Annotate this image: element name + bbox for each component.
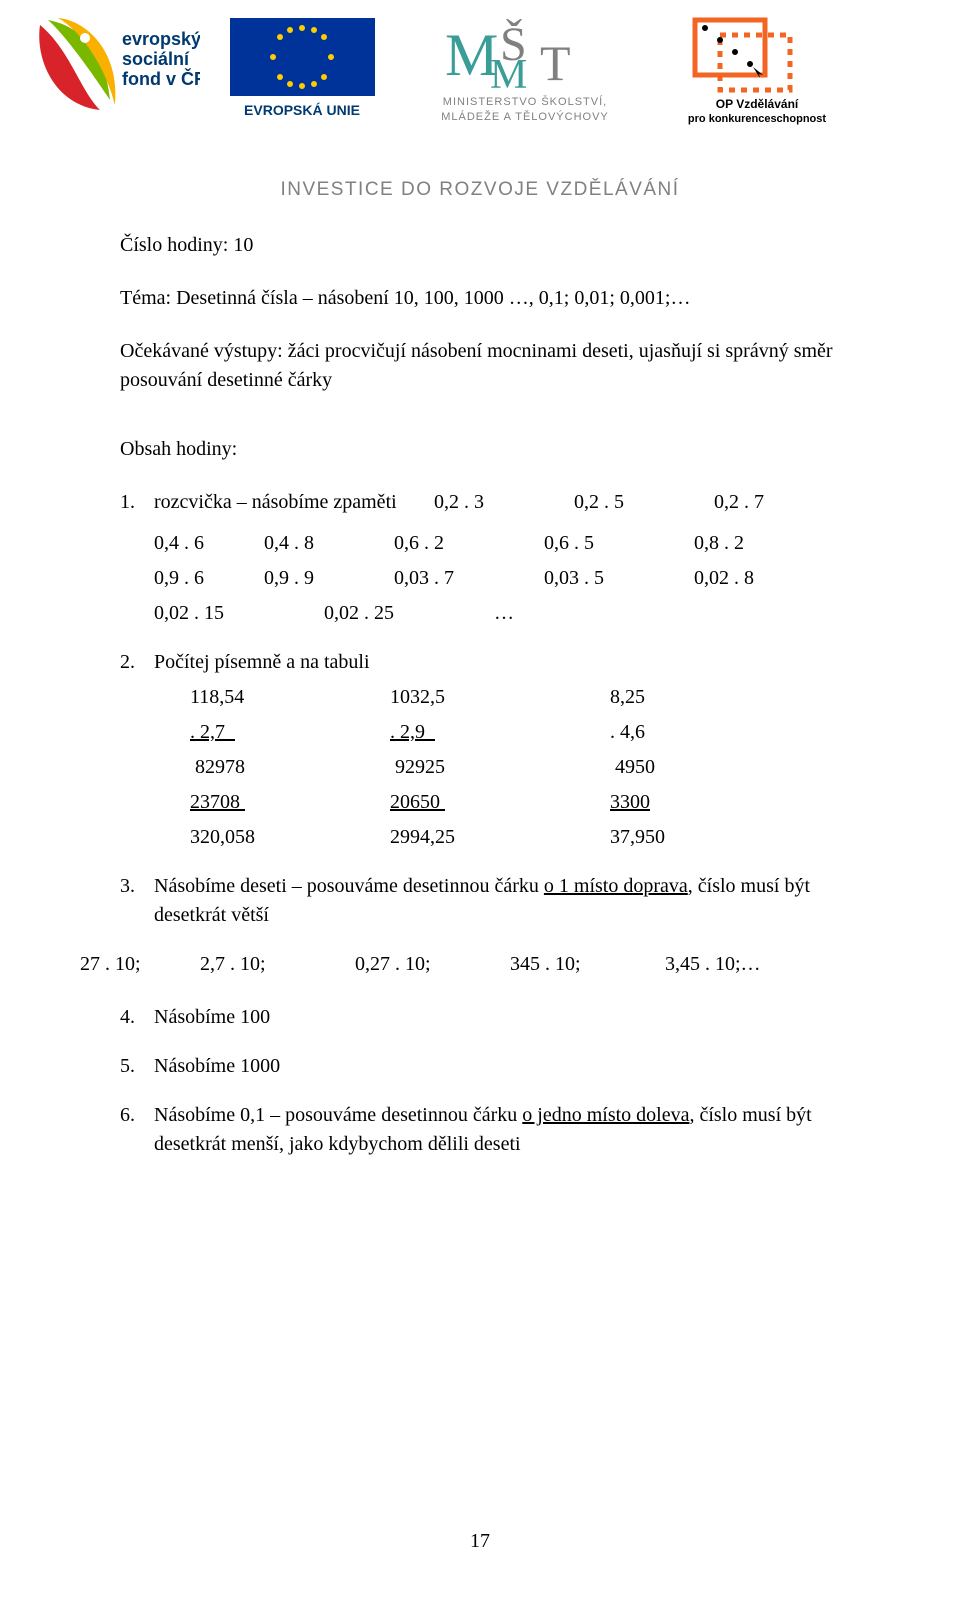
item1-last-0: 0,02 . 15 bbox=[154, 599, 324, 628]
item1-cell: 0,6 . 2 bbox=[394, 529, 544, 558]
l27-4: 3,45 . 10;… bbox=[665, 950, 795, 979]
item2-cell: 118,54 bbox=[190, 683, 390, 712]
esf-icon: evropský sociální fond v ČR bbox=[30, 10, 200, 125]
svg-text:T: T bbox=[540, 35, 571, 91]
svg-text:M: M bbox=[490, 52, 527, 98]
item1-r1-0: 0,2 . 3 bbox=[434, 488, 574, 517]
item4-text: Násobíme 100 bbox=[154, 1003, 840, 1032]
l27-1: 2,7 . 10; bbox=[200, 950, 355, 979]
item1-r1-1: 0,2 . 5 bbox=[574, 488, 714, 517]
page-content: Číslo hodiny: 10 Téma: Desetinná čísla –… bbox=[0, 231, 960, 1159]
item2-text: Počítej písemně a na tabuli bbox=[154, 648, 840, 677]
msmt-icon: M Š M T MINISTERSTVO ŠKOLSTVÍ, MLÁDEŽE A… bbox=[405, 10, 645, 125]
line-27: 27 . 10; 2,7 . 10; 0,27 . 10; 345 . 10; … bbox=[80, 950, 840, 979]
svg-text:sociální: sociální bbox=[122, 49, 190, 69]
item2-cell: . 4,6 bbox=[610, 718, 790, 747]
item1-row: 0,4 . 60,4 . 80,6 . 20,6 . 50,8 . 2 bbox=[154, 529, 840, 558]
item2-row: 320,0582994,2537,950 bbox=[190, 823, 840, 852]
item2-cell: 82978 bbox=[190, 753, 390, 782]
item1-row: 0,9 . 60,9 . 90,03 . 70,03 . 50,02 . 8 bbox=[154, 564, 840, 593]
item2-row: 118,541032,58,25 bbox=[190, 683, 840, 712]
cislo-hodiny: Číslo hodiny: 10 bbox=[120, 231, 840, 260]
item1-cell: 0,9 . 6 bbox=[154, 564, 264, 593]
item2-cell: 3300 bbox=[610, 788, 790, 817]
item5-number: 5. bbox=[120, 1052, 154, 1081]
item1-cell: 0,4 . 8 bbox=[264, 529, 394, 558]
item6-text-a: Násobíme 0,1 – posouváme desetinnou čárk… bbox=[154, 1104, 522, 1126]
item1-cell: 0,4 . 6 bbox=[154, 529, 264, 558]
item1-cell: 0,03 . 5 bbox=[544, 564, 694, 593]
item2-cell: 23708 bbox=[190, 788, 390, 817]
item1-text: rozcvička – násobíme zpaměti bbox=[154, 488, 434, 517]
item1-last-1: 0,02 . 25 bbox=[324, 599, 494, 628]
eu-flag-icon: EVROPSKÁ UNIE bbox=[220, 10, 385, 125]
investice-heading: INVESTICE DO ROZVOJE VZDĚLÁVÁNÍ bbox=[0, 179, 960, 201]
item2-cell: 20650 bbox=[390, 788, 610, 817]
tema: Téma: Desetinná čísla – násobení 10, 100… bbox=[120, 284, 840, 313]
item1-number: 1. bbox=[120, 488, 154, 523]
item2-cell: 8,25 bbox=[610, 683, 790, 712]
item1-cell: 0,8 . 2 bbox=[694, 529, 814, 558]
logo-eu: EVROPSKÁ UNIE bbox=[220, 10, 385, 125]
item1-cell: 0,9 . 9 bbox=[264, 564, 394, 593]
item2-row: 23708 20650 3300 bbox=[190, 788, 840, 817]
item3-text-u: o 1 místo doprava bbox=[544, 875, 688, 897]
item1-last-2: … bbox=[494, 599, 654, 628]
logo-esf: evropský sociální fond v ČR bbox=[30, 10, 200, 125]
item2-cell: 320,058 bbox=[190, 823, 390, 852]
item4-number: 4. bbox=[120, 1003, 154, 1032]
list-item-2: 2. Počítej písemně a na tabuli 118,54103… bbox=[120, 648, 840, 852]
item1-cell: 0,6 . 5 bbox=[544, 529, 694, 558]
svg-text:MINISTERSTVO ŠKOLSTVÍ,: MINISTERSTVO ŠKOLSTVÍ, bbox=[443, 95, 607, 108]
item2-cell: . 2,9 bbox=[390, 718, 610, 747]
item1-cell: 0,03 . 7 bbox=[394, 564, 544, 593]
list-item-6: 6. Násobíme 0,1 – posouváme desetinnou č… bbox=[120, 1101, 840, 1159]
obsah-hodiny: Obsah hodiny: bbox=[120, 435, 840, 464]
item2-cell: 92925 bbox=[390, 753, 610, 782]
item2-number: 2. bbox=[120, 648, 154, 677]
item2-cell: 4950 bbox=[610, 753, 790, 782]
header-banner: evropský sociální fond v ČR EVROPSKÁ UNI… bbox=[0, 0, 960, 175]
op-icon: OP Vzdělávání pro konkurenceschopnost bbox=[665, 10, 850, 125]
item2-cell: 37,950 bbox=[610, 823, 790, 852]
item1-cell: 0,02 . 8 bbox=[694, 564, 814, 593]
l27-3: 345 . 10; bbox=[510, 950, 665, 979]
page-number: 17 bbox=[0, 1530, 960, 1553]
svg-text:evropský: evropský bbox=[122, 29, 200, 49]
logo-op: OP Vzdělávání pro konkurenceschopnost bbox=[665, 10, 850, 125]
list-item-1: 1. rozcvička – násobíme zpaměti 0,2 . 3 … bbox=[120, 488, 840, 628]
list-item-5: 5. Násobíme 1000 bbox=[120, 1052, 840, 1081]
list-item-4: 4. Násobíme 100 bbox=[120, 1003, 840, 1032]
l27-2: 0,27 . 10; bbox=[355, 950, 510, 979]
item2-cell: 1032,5 bbox=[390, 683, 610, 712]
item2-cell: . 2,7 bbox=[190, 718, 390, 747]
list-item-3: 3. Násobíme deseti – posouváme desetinno… bbox=[120, 872, 840, 930]
item2-row: 82978 92925 4950 bbox=[190, 753, 840, 782]
item3-number: 3. bbox=[120, 872, 154, 930]
svg-text:EVROPSKÁ UNIE: EVROPSKÁ UNIE bbox=[244, 102, 360, 118]
ocekavane-vystupy: Očekávané výstupy: žáci procvičují násob… bbox=[120, 337, 840, 395]
svg-text:OP Vzdělávání: OP Vzdělávání bbox=[716, 97, 799, 111]
l27-0: 27 . 10; bbox=[80, 950, 200, 979]
item1-r1-2: 0,2 . 7 bbox=[714, 488, 834, 517]
svg-text:fond v ČR: fond v ČR bbox=[122, 68, 200, 89]
item6-number: 6. bbox=[120, 1101, 154, 1159]
item5-text: Násobíme 1000 bbox=[154, 1052, 840, 1081]
item2-cell: 2994,25 bbox=[390, 823, 610, 852]
svg-text:pro konkurenceschopnost: pro konkurenceschopnost bbox=[688, 113, 826, 125]
item6-text-u: o jedno místo doleva bbox=[522, 1104, 689, 1126]
item2-row: . 2,7 . 2,9 . 4,6 bbox=[190, 718, 840, 747]
svg-text:MLÁDEŽE A TĚLOVÝCHOVY: MLÁDEŽE A TĚLOVÝCHOVY bbox=[441, 110, 609, 123]
logo-msmt: M Š M T MINISTERSTVO ŠKOLSTVÍ, MLÁDEŽE A… bbox=[405, 10, 645, 125]
item3-text-a: Násobíme deseti – posouváme desetinnou č… bbox=[154, 875, 544, 897]
